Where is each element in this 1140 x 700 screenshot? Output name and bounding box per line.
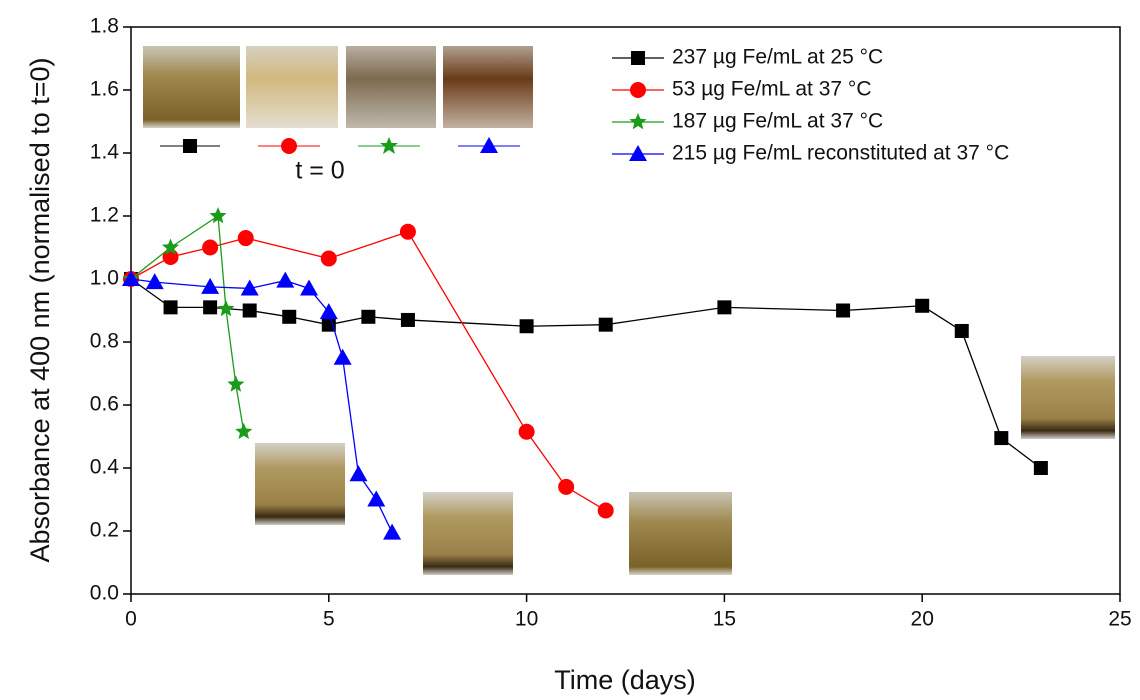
y-tick-label: 1.8 <box>90 15 119 38</box>
y-tick-label: 1.0 <box>90 267 119 290</box>
y-axis-label: Absorbance at 400 nm (normalised to t=0) <box>25 57 55 562</box>
photo-markers <box>160 137 520 154</box>
marker <box>1033 461 1048 475</box>
marker <box>240 279 259 296</box>
legend-marker <box>630 82 646 98</box>
y-tick-label: 1.2 <box>90 204 119 227</box>
marker <box>321 317 336 332</box>
marker <box>209 207 227 224</box>
y-tick-label: 0.0 <box>90 582 119 605</box>
marker <box>954 323 969 338</box>
series-line <box>130 230 607 512</box>
marker <box>237 230 254 247</box>
marker <box>915 298 930 313</box>
y-tick-label: 0.4 <box>90 456 120 479</box>
legend-label: 53 µg Fe/mL at 37 °C <box>672 78 871 101</box>
marker <box>163 300 178 315</box>
legend-marker <box>629 145 647 161</box>
photos <box>143 46 1115 575</box>
marker <box>122 270 140 286</box>
legend-marker <box>629 113 647 130</box>
x-tick-label: 20 <box>911 608 934 631</box>
marker <box>242 303 257 318</box>
marker <box>558 478 575 495</box>
marker <box>367 490 386 507</box>
marker <box>145 273 164 290</box>
marker <box>203 300 218 315</box>
marker <box>235 422 253 440</box>
marker <box>276 271 295 288</box>
marker <box>400 312 415 327</box>
legend-label: 187 µg Fe/mL at 37 °C <box>672 110 883 133</box>
marker <box>717 300 732 315</box>
marker <box>399 223 416 240</box>
y-tick-label: 1.4 <box>90 141 120 164</box>
x-tick-label: 25 <box>1108 608 1131 631</box>
marker <box>300 279 319 296</box>
legend-label: 215 µg Fe/mL reconstituted at 37 °C <box>672 142 1009 165</box>
marker <box>383 523 402 540</box>
annotation: t = 0 <box>295 157 344 185</box>
marker <box>227 375 245 392</box>
y-tick-label: 0.2 <box>90 519 119 542</box>
marker <box>518 423 535 440</box>
marker <box>994 431 1009 446</box>
marker <box>201 277 220 294</box>
marker <box>333 348 352 365</box>
marker <box>282 309 297 324</box>
marker <box>202 239 219 256</box>
marker <box>217 299 235 317</box>
marker <box>361 309 376 324</box>
x-tick-label: 15 <box>713 608 736 631</box>
x-tick-label: 0 <box>125 608 137 631</box>
series-line <box>130 278 1042 469</box>
y-tick-label: 0.8 <box>90 330 119 353</box>
axes-frame <box>130 26 1121 595</box>
x-tick-label: 5 <box>323 608 335 631</box>
marker <box>597 502 614 519</box>
marker <box>598 317 613 332</box>
y-tick-label: 0.6 <box>90 393 119 416</box>
legend-marker <box>631 51 645 65</box>
marker <box>519 319 534 334</box>
series-line <box>130 214 245 432</box>
x-tick-label: 10 <box>515 608 538 631</box>
marker <box>836 303 851 318</box>
marker <box>349 465 368 482</box>
marker <box>162 238 180 255</box>
marker <box>319 303 338 320</box>
x-axis-label: Time (days) <box>554 665 696 695</box>
legend-label: 237 µg Fe/mL at 25 °C <box>672 46 883 69</box>
marker <box>320 250 337 267</box>
y-tick-label: 1.6 <box>90 78 119 101</box>
